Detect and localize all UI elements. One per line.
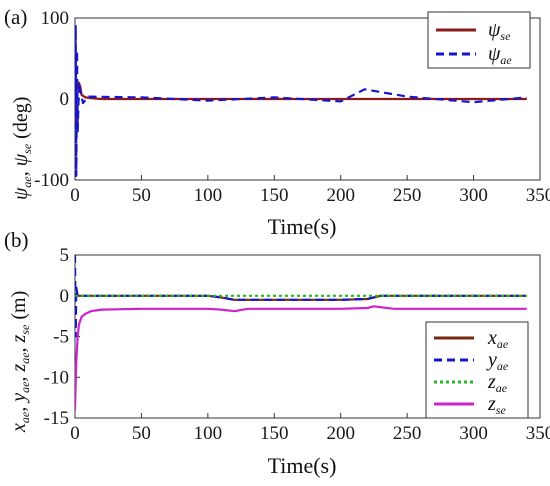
x-tick-label-a: 100 <box>194 185 223 206</box>
panel-a: (a) ψae, ψse (deg) Time(s) 0 50 100 150 200 2… <box>4 5 550 239</box>
legend-b: xae yae zae zse <box>425 321 529 419</box>
x-tick-label-b: 350 <box>526 423 550 444</box>
x-tick-label-a: 200 <box>326 185 355 206</box>
legend-label-y-ae: yae <box>486 349 509 373</box>
x-tick-label-b: 300 <box>459 423 488 444</box>
legend-box-a <box>427 11 531 69</box>
legend-label-z-se: zse <box>487 393 506 417</box>
x-tick-label-a: 150 <box>260 185 289 206</box>
y-axis-label-b: xae, yae, zae, zse (m) <box>8 291 32 433</box>
x-tick-label-b: 50 <box>132 423 151 444</box>
y-axis-label-a: ψae, ψse (deg) <box>10 97 34 200</box>
legend-label-x-ae: xae <box>487 327 509 351</box>
series-line-b-3 <box>75 305 527 410</box>
y-tick-label-b: -5 <box>53 327 69 348</box>
x-tick-label-a: 50 <box>132 185 151 206</box>
x-tick-label-a: 350 <box>526 185 550 206</box>
x-axis-label-a: Time(s) <box>268 214 337 239</box>
x-tick-label-b: 150 <box>260 423 289 444</box>
panel-label-a: (a) <box>4 5 27 29</box>
x-tick-label-a: 250 <box>393 185 422 206</box>
y-tick-label-b: 0 <box>60 286 70 307</box>
x-tick-label-b: 0 <box>70 423 80 444</box>
legend-label-psi-se: ψse <box>488 19 511 43</box>
y-tick-label-b: 5 <box>60 245 70 266</box>
x-tick-label-b: 250 <box>393 423 422 444</box>
x-tick-label-b: 200 <box>326 423 355 444</box>
series-line-b-1 <box>75 255 527 338</box>
x-tick-label-a: 300 <box>459 185 488 206</box>
legend-a: ψse ψae <box>427 11 531 69</box>
y-tick-label-a: 100 <box>41 8 70 29</box>
x-axis-label-b: Time(s) <box>268 453 337 478</box>
legend-label-z-ae: zae <box>487 371 508 395</box>
panel-b: (b) xae, yae, zae, zse (m) Time(s) 0 50 10… <box>4 228 550 478</box>
panel-label-b: (b) <box>4 228 29 252</box>
legend-label-psi-ae: ψae <box>488 43 512 67</box>
y-tick-label-b: -10 <box>44 367 69 388</box>
y-tick-label-a: 0 <box>60 89 70 110</box>
x-tick-label-b: 100 <box>194 423 223 444</box>
series-line-a-1 <box>75 25 527 177</box>
x-tick-label-a: 0 <box>70 185 80 206</box>
y-tick-label-b: -15 <box>44 408 69 429</box>
y-tick-label-a: -100 <box>34 170 69 191</box>
